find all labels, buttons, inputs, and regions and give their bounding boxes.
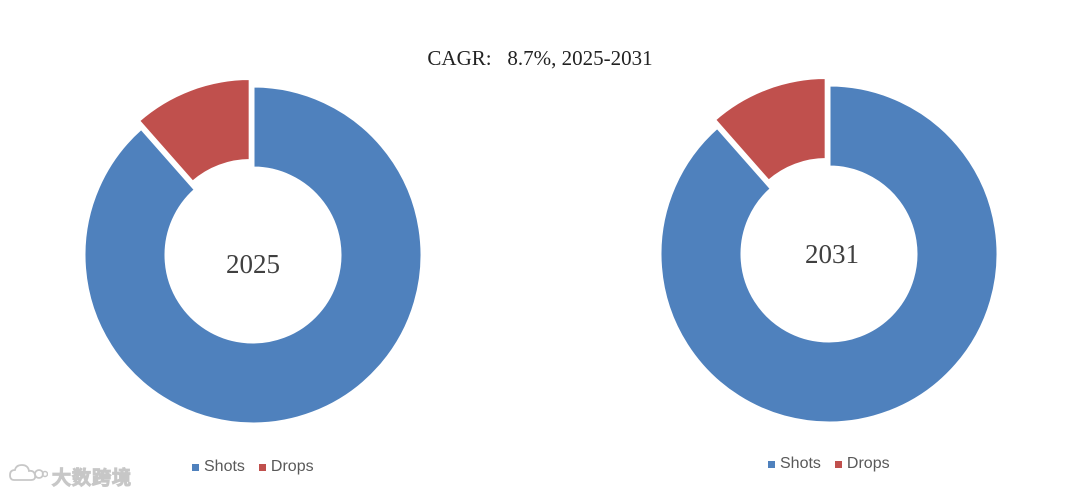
- legend-swatch-shots: [768, 460, 775, 468]
- donut-chart-2025: 2025: [82, 77, 424, 426]
- legend-item-drops: Drops: [834, 455, 890, 473]
- legend-swatch-drops: [258, 463, 266, 471]
- legend-2031: Shots Drops: [768, 455, 890, 473]
- legend-swatch-drops: [834, 460, 842, 468]
- donut-slice-drops-2025: [136, 77, 252, 185]
- legend-item-shots: Shots: [768, 455, 821, 473]
- center-label-2025: 2025: [226, 249, 280, 279]
- legend-swatch-shots: [192, 463, 199, 471]
- legend-label-drops: Drops: [270, 458, 314, 475]
- donut-slice-drops-2031: [712, 76, 828, 184]
- donut-slice-shots-2031: [658, 83, 1000, 425]
- watermark: 大数跨境: [8, 462, 132, 491]
- legend-2025: Shots Drops: [192, 458, 314, 476]
- legend-label-shots: Shots: [204, 458, 245, 475]
- donut-slice-shots-2025: [82, 84, 424, 426]
- legend-item-shots: Shots: [192, 458, 245, 476]
- cloud-logo-icon: [8, 462, 49, 491]
- legend-label-drops: Drops: [846, 455, 890, 472]
- donut-chart-2031: 2031: [658, 76, 1000, 425]
- chart-title: CAGR: 8.7%, 2025-2031: [427, 46, 653, 70]
- center-label-2031: 2031: [805, 239, 859, 269]
- legend-item-drops: Drops: [258, 458, 314, 476]
- watermark-text: 大数跨境: [51, 467, 133, 490]
- legend-label-shots: Shots: [780, 455, 821, 472]
